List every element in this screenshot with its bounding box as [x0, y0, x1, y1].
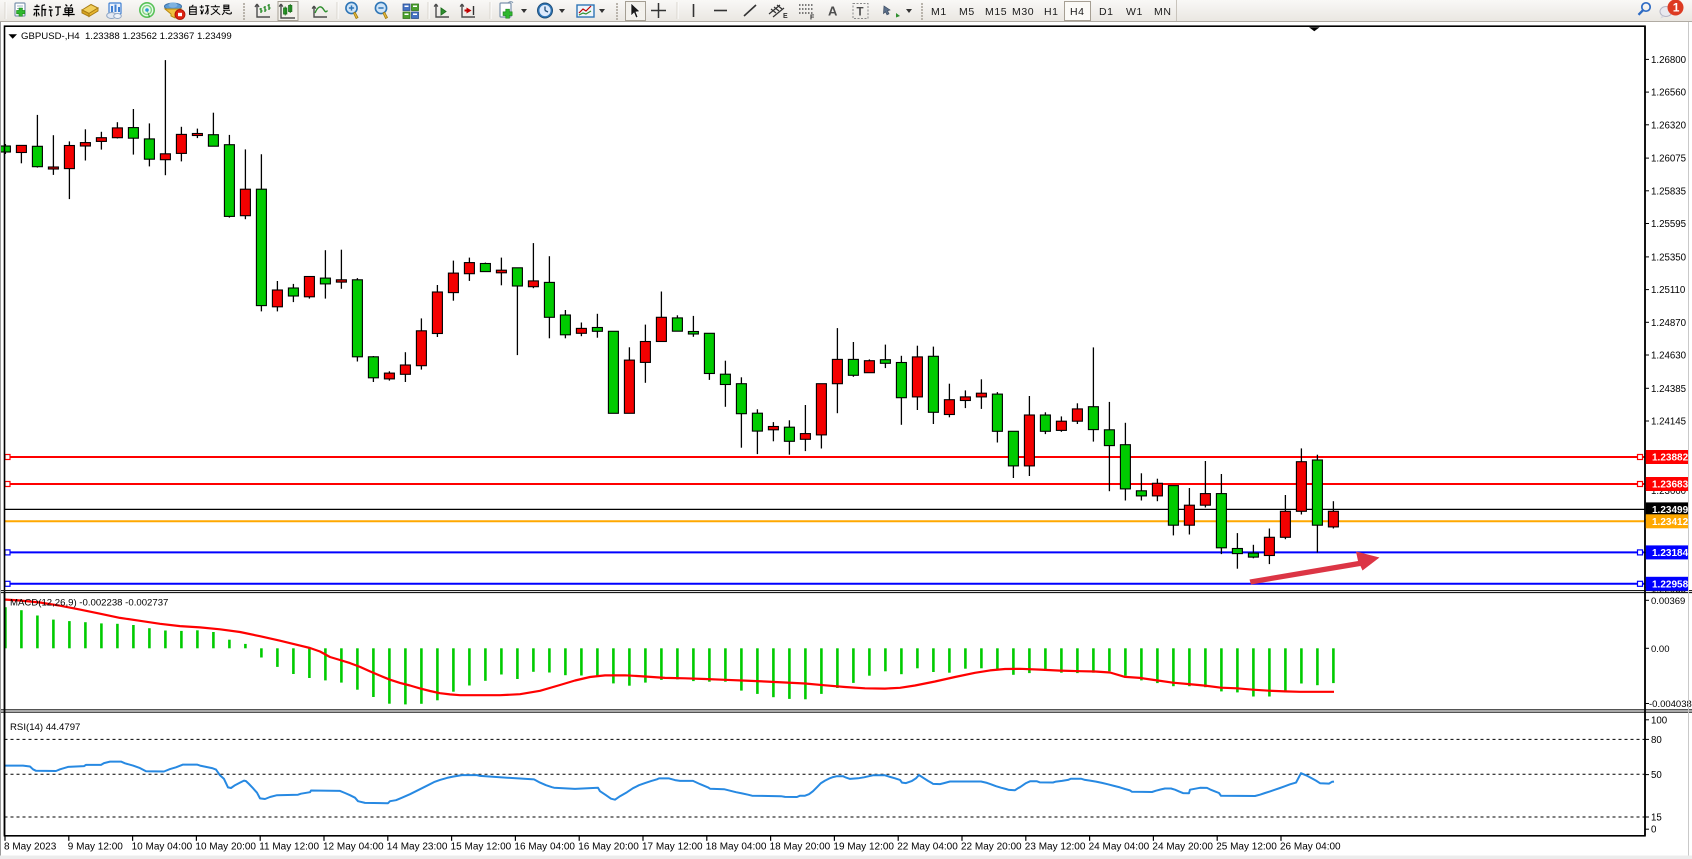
- svg-text:GBPUSD-,H4 1.23388 1.23562 1.: GBPUSD-,H4 1.23388 1.23562 1.23367 1.234…: [21, 31, 232, 42]
- svg-text:14 May 23:00: 14 May 23:00: [387, 842, 448, 853]
- svg-text:-0.004038: -0.004038: [1649, 699, 1692, 710]
- svg-text:MACD(12,26,9) -0.002238 -0.002: MACD(12,26,9) -0.002238 -0.002737: [10, 598, 168, 609]
- svg-text:1.25595: 1.25595: [1651, 219, 1686, 230]
- svg-text:12 May 04:00: 12 May 04:00: [323, 842, 384, 853]
- svg-text:F: F: [810, 15, 815, 22]
- svg-text:80: 80: [1651, 735, 1662, 746]
- svg-text:24 May 04:00: 24 May 04:00: [1089, 842, 1150, 853]
- svg-text:H1: H1: [1044, 6, 1059, 18]
- svg-text:W1: W1: [1126, 6, 1143, 18]
- svg-text:10 May 20:00: 10 May 20:00: [195, 842, 256, 853]
- svg-text:24 May 20:00: 24 May 20:00: [1152, 842, 1213, 853]
- svg-text:10 May 04:00: 10 May 04:00: [132, 842, 193, 853]
- svg-text:1.24145: 1.24145: [1651, 417, 1686, 428]
- svg-text:1.25350: 1.25350: [1651, 252, 1687, 263]
- svg-text:1.24870: 1.24870: [1651, 318, 1687, 329]
- svg-text:A: A: [828, 4, 838, 19]
- svg-text:0: 0: [1651, 825, 1657, 836]
- svg-text:M30: M30: [1012, 6, 1034, 18]
- svg-text:17 May 12:00: 17 May 12:00: [642, 842, 703, 853]
- svg-text:15 May 12:00: 15 May 12:00: [451, 842, 512, 853]
- svg-text:1.26800: 1.26800: [1651, 55, 1687, 66]
- svg-text:1.23660: 1.23660: [1651, 486, 1687, 497]
- svg-text:M5: M5: [959, 6, 975, 18]
- svg-text:1.26320: 1.26320: [1651, 120, 1687, 131]
- svg-text:1.25110: 1.25110: [1651, 285, 1686, 296]
- svg-text:18 May 20:00: 18 May 20:00: [770, 842, 831, 853]
- svg-text:1.23412: 1.23412: [1652, 517, 1689, 528]
- svg-text:22 May 20:00: 22 May 20:00: [961, 842, 1022, 853]
- svg-text:50: 50: [1651, 770, 1662, 781]
- svg-text:1.24385: 1.24385: [1651, 384, 1686, 395]
- svg-text:16 May 20:00: 16 May 20:00: [578, 842, 639, 853]
- svg-text:11 May 12:00: 11 May 12:00: [259, 842, 319, 853]
- svg-text:M1: M1: [931, 6, 947, 18]
- svg-text:RSI(14) 44.4797: RSI(14) 44.4797: [10, 722, 80, 733]
- svg-text:T: T: [857, 7, 864, 19]
- svg-text:1.22958: 1.22958: [1652, 579, 1689, 590]
- svg-text:E: E: [783, 13, 788, 20]
- svg-text:23 May 12:00: 23 May 12:00: [1025, 842, 1086, 853]
- svg-text:1.25835: 1.25835: [1651, 186, 1686, 197]
- svg-text:9 May 12:00: 9 May 12:00: [68, 842, 123, 853]
- svg-text:0.00: 0.00: [1651, 644, 1670, 655]
- svg-text:8 May 2023: 8 May 2023: [4, 842, 57, 853]
- svg-text:18 May 04:00: 18 May 04:00: [706, 842, 767, 853]
- svg-text:1.26075: 1.26075: [1651, 154, 1686, 165]
- svg-text:1: 1: [1673, 1, 1680, 15]
- svg-text:15: 15: [1651, 813, 1662, 824]
- svg-text:1.23184: 1.23184: [1652, 548, 1689, 559]
- svg-text:22 May 04:00: 22 May 04:00: [897, 842, 958, 853]
- svg-text:100: 100: [1651, 715, 1668, 726]
- svg-text:M15: M15: [985, 6, 1007, 18]
- svg-text:19 May 12:00: 19 May 12:00: [833, 842, 894, 853]
- svg-text:1.23683: 1.23683: [1652, 480, 1689, 491]
- svg-text:H4: H4: [1070, 6, 1085, 18]
- svg-text:25 May 12:00: 25 May 12:00: [1216, 842, 1277, 853]
- svg-text:D1: D1: [1099, 6, 1114, 18]
- svg-text:1.26560: 1.26560: [1651, 88, 1687, 99]
- svg-text:26 May 04:00: 26 May 04:00: [1280, 842, 1341, 853]
- svg-text:MN: MN: [1154, 6, 1172, 18]
- svg-text:16 May 04:00: 16 May 04:00: [514, 842, 575, 853]
- svg-text:1.24630: 1.24630: [1651, 351, 1687, 362]
- svg-text:0.00369: 0.00369: [1651, 596, 1685, 607]
- svg-text:1.23499: 1.23499: [1652, 505, 1689, 516]
- svg-text:1.23882: 1.23882: [1652, 453, 1689, 464]
